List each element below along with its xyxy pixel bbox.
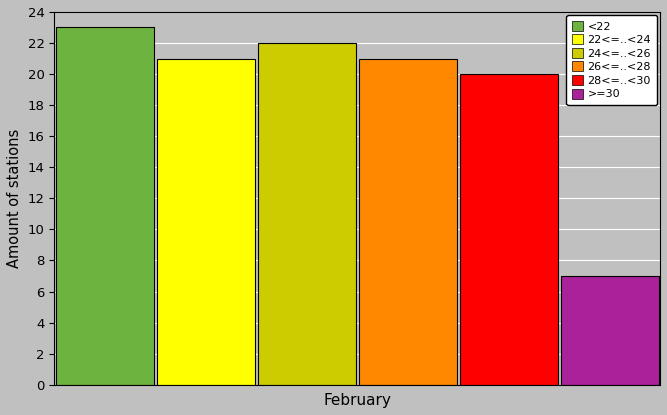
- Bar: [56, 27, 153, 385]
- Y-axis label: Amount of stations: Amount of stations: [7, 129, 22, 268]
- Bar: [359, 59, 457, 385]
- Bar: [560, 276, 658, 385]
- Bar: [157, 59, 255, 385]
- Bar: [257, 43, 356, 385]
- Bar: [460, 74, 558, 385]
- Legend: <22, 22<=..<24, 24<=..<26, 26<=..<28, 28<=..<30, >=30: <22, 22<=..<24, 24<=..<26, 26<=..<28, 28…: [566, 15, 657, 105]
